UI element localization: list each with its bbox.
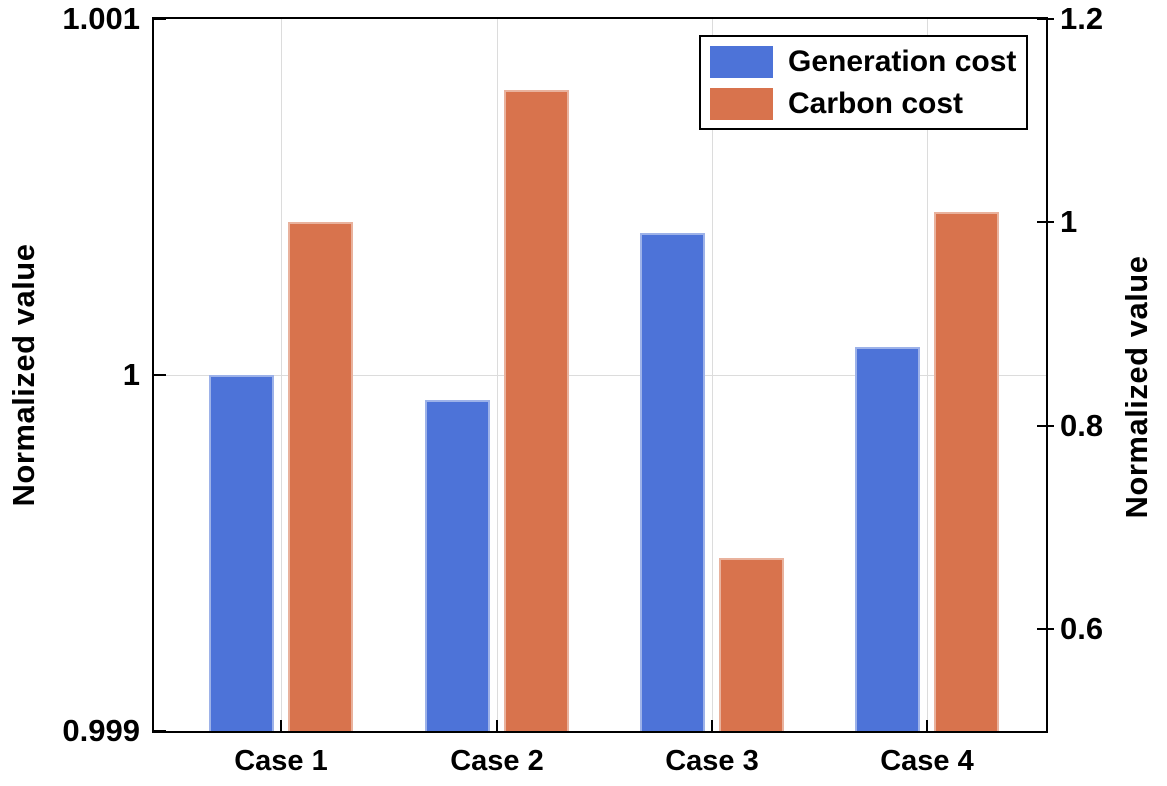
right-y-tick-label-0-6: 0.6 [1060,611,1104,647]
legend-entry-generation-cost: Generation cost [710,45,1016,78]
left-y-tick-label-1-001: 1.001 [62,1,140,36]
legend-swatch-generation-cost [710,45,773,78]
x-tick-case-1 [280,720,282,731]
plot-area [152,17,1054,733]
legend-swatch-carbon-cost [710,87,773,120]
x-tick-case-2 [496,720,498,731]
x-axis-label-case-2: Case 2 [450,745,544,777]
legend-entry-carbon-cost: Carbon cost [710,87,1016,120]
bar-carbon-cost-case-2 [504,90,569,731]
bar-generation-cost-case-1 [209,375,274,731]
bar-generation-cost-case-3 [640,232,705,731]
x-tick-case-3 [711,720,713,731]
bar-carbon-cost-case-4 [934,212,999,731]
right-y-tick-1-2 [1037,18,1054,20]
horizontal-gridline-1 [154,375,1046,376]
x-axis-label-case-3: Case 3 [665,745,759,777]
right-y-tick-0-8 [1037,424,1054,427]
left-y-tick-0-999 [154,730,166,732]
bar-generation-cost-case-2 [425,399,490,731]
right-y-tick-0-6 [1037,628,1054,631]
bar-carbon-cost-case-1 [288,222,353,731]
right-y-tick-1 [1037,221,1054,224]
right-y-tick-label-1-2: 1.2 [1060,1,1104,36]
x-tick-case-4 [926,720,928,731]
bar-carbon-cost-case-3 [719,558,784,731]
x-axis-label-case-1: Case 1 [234,745,328,777]
x-axis-label-case-4: Case 4 [880,745,974,777]
legend-label-carbon-cost: Carbon cost [788,87,964,120]
legend-label-generation-cost: Generation cost [788,45,1017,78]
left-y-tick-label-1: 1 [122,357,140,392]
left-y-tick-1 [154,374,166,376]
right-y-axis-title: Normalized value [1119,255,1154,519]
right-y-tick-label-0-8: 0.8 [1060,407,1104,443]
right-y-tick-label-1: 1 [1060,204,1078,240]
legend: Generation cost Carbon cost [699,35,1029,130]
bar-generation-cost-case-4 [855,346,920,731]
left-y-tick-label-0-999: 0.999 [62,713,140,748]
left-y-tick-1-001 [154,18,166,20]
